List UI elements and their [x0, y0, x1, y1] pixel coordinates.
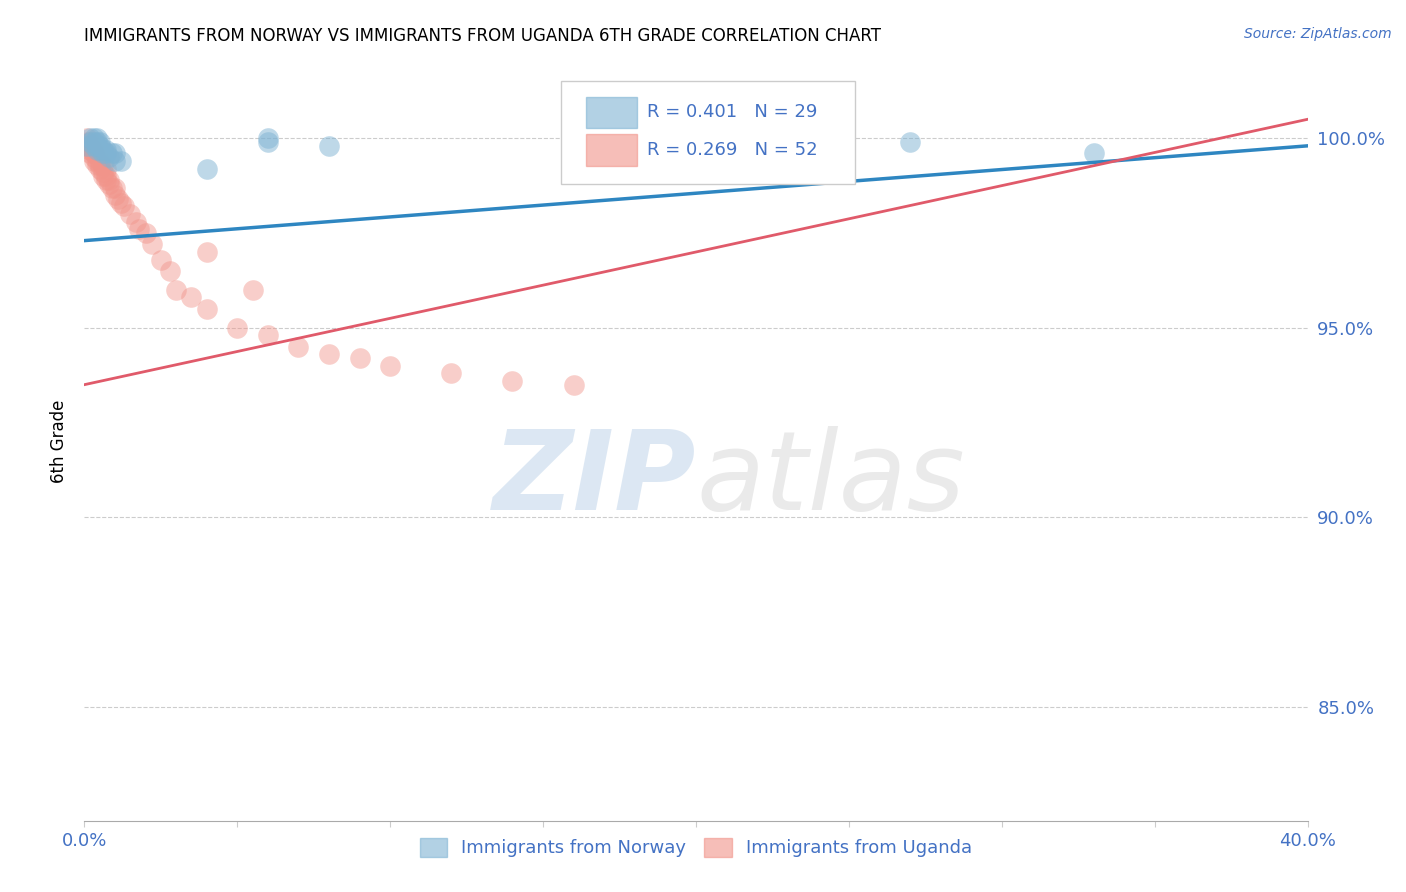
Text: R = 0.269   N = 52: R = 0.269 N = 52: [647, 142, 818, 160]
Point: [79, 135, 101, 149]
Point: [135, 226, 157, 240]
Point: [86, 131, 108, 145]
Point: [562, 377, 585, 392]
Point: [86, 158, 108, 172]
Point: [76, 138, 98, 153]
Point: [86, 138, 108, 153]
Point: [104, 146, 127, 161]
Point: [257, 131, 280, 145]
Point: [593, 138, 616, 153]
Point: [128, 222, 150, 236]
Y-axis label: 6th Grade: 6th Grade: [49, 400, 67, 483]
Point: [89, 138, 111, 153]
Text: ZIP: ZIP: [492, 426, 696, 533]
Point: [107, 192, 129, 206]
Point: [226, 320, 249, 334]
Point: [125, 214, 148, 228]
Point: [79, 146, 101, 161]
Point: [76, 138, 98, 153]
Legend: Immigrants from Norway, Immigrants from Uganda: Immigrants from Norway, Immigrants from …: [412, 830, 980, 864]
Point: [83, 146, 105, 161]
Point: [89, 143, 111, 157]
Text: IMMIGRANTS FROM NORWAY VS IMMIGRANTS FROM UGANDA 6TH GRADE CORRELATION CHART: IMMIGRANTS FROM NORWAY VS IMMIGRANTS FRO…: [84, 27, 882, 45]
Point: [101, 180, 124, 194]
Point: [440, 366, 463, 380]
Point: [89, 158, 111, 172]
Point: [83, 131, 105, 145]
Point: [195, 161, 218, 176]
FancyBboxPatch shape: [586, 135, 637, 166]
Point: [83, 146, 105, 161]
Point: [76, 131, 98, 145]
Point: [91, 146, 114, 161]
Point: [159, 264, 181, 278]
Point: [89, 135, 111, 149]
Point: [83, 150, 105, 164]
Point: [97, 150, 120, 164]
Point: [91, 158, 114, 172]
Point: [318, 138, 340, 153]
FancyBboxPatch shape: [561, 81, 855, 184]
Point: [141, 237, 163, 252]
Point: [79, 131, 101, 145]
Point: [89, 153, 111, 168]
Point: [94, 169, 117, 183]
Point: [101, 146, 124, 161]
Point: [110, 195, 132, 210]
Point: [195, 244, 218, 259]
Point: [1083, 146, 1105, 161]
Text: 40.0%: 40.0%: [1279, 832, 1336, 850]
Point: [97, 177, 120, 191]
Point: [257, 328, 280, 343]
Point: [86, 153, 108, 168]
Point: [94, 161, 117, 176]
Point: [94, 146, 117, 161]
Point: [195, 301, 218, 316]
Point: [94, 143, 117, 157]
Point: [242, 283, 264, 297]
Point: [149, 252, 172, 267]
Point: [86, 135, 108, 149]
Point: [318, 347, 340, 361]
Point: [83, 135, 105, 149]
Point: [79, 135, 101, 149]
Point: [91, 143, 114, 157]
Text: R = 0.401   N = 29: R = 0.401 N = 29: [647, 103, 817, 121]
Point: [83, 143, 105, 157]
Point: [349, 351, 371, 365]
Point: [110, 153, 132, 168]
Point: [104, 180, 127, 194]
Point: [83, 138, 105, 153]
Point: [112, 199, 135, 213]
Point: [83, 153, 105, 168]
Point: [287, 340, 309, 354]
Point: [94, 173, 117, 187]
Point: [79, 138, 101, 153]
Point: [91, 169, 114, 183]
Point: [120, 207, 142, 221]
Point: [898, 135, 921, 149]
Text: atlas: atlas: [696, 426, 965, 533]
Point: [104, 188, 127, 202]
Point: [89, 161, 111, 176]
Point: [380, 359, 402, 373]
Point: [97, 173, 120, 187]
Point: [502, 374, 524, 388]
Point: [180, 290, 202, 304]
Text: Source: ZipAtlas.com: Source: ZipAtlas.com: [1244, 27, 1392, 41]
FancyBboxPatch shape: [586, 96, 637, 128]
Point: [91, 165, 114, 179]
Point: [257, 135, 280, 149]
Point: [79, 143, 101, 157]
Point: [86, 143, 108, 157]
Point: [165, 283, 187, 297]
Text: 0.0%: 0.0%: [62, 832, 107, 850]
Point: [104, 153, 127, 168]
Point: [76, 135, 98, 149]
